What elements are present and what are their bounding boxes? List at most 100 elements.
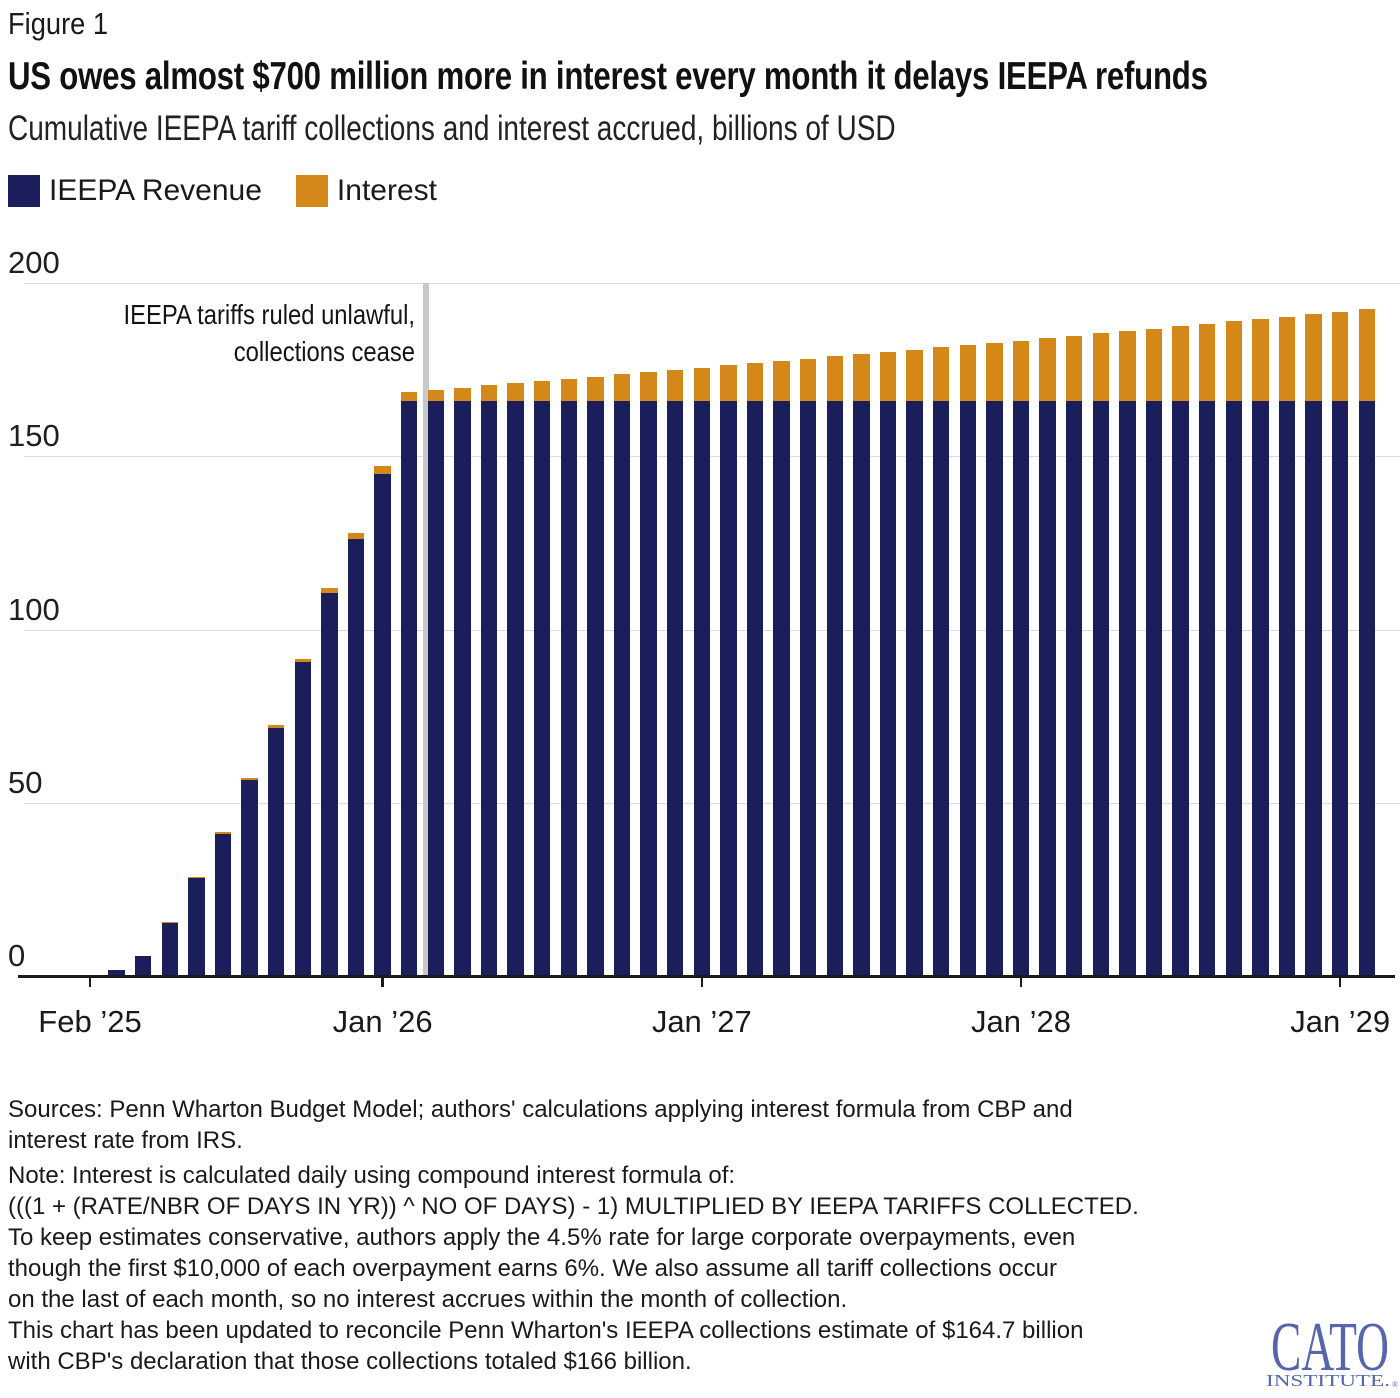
bar-segment-revenue [799,400,817,976]
x-axis-label-0: Feb ’25 [38,1004,142,1039]
bar-jul-2027 [853,354,870,976]
bar-segment-revenue [427,400,445,976]
legend-label-interest: Interest [336,174,437,207]
bar-segment-interest [1278,316,1296,401]
bar-oct-2027 [932,347,950,976]
bar-segment-revenue [1039,400,1056,976]
bar-may-2025 [161,922,179,976]
bar-oct-2025 [294,658,312,976]
bar-jan-2026 [374,466,391,976]
bar-segment-interest [1252,319,1269,401]
legend-swatch-interest-icon [295,175,328,207]
cato-logo-wordmark: CATO [1271,1316,1389,1386]
bar-segment-revenue [1119,400,1136,976]
bar-nov-2025 [321,588,338,976]
bar-segment-revenue [693,400,711,976]
bar-segment-interest [853,354,870,401]
bar-segment-interest [1145,328,1163,401]
bar-jul-2025 [214,832,232,976]
x-axis-tick-47 [1338,977,1342,987]
bar-jun-2027 [826,356,844,976]
bar-segment-interest [161,922,179,923]
bar-segment-revenue [1305,400,1322,976]
bar-dec-2025 [347,533,365,976]
figure-label: Figure 1 [8,6,122,42]
bar-aug-2026 [560,378,578,976]
bar-segment-interest [746,363,764,401]
y-axis-label-0: 0 [8,938,26,973]
footer-note: Note: Interest is calculated daily using… [8,1162,1139,1375]
bar-segment-interest [906,349,923,401]
bar-segment-interest [640,372,657,401]
bar-nov-2027 [959,345,977,976]
cato-logo-svg: CATO INSTITUTE. ® [1266,1309,1398,1390]
bar-sep-2026 [587,376,604,976]
bar-segment-interest [267,725,285,729]
x-axis-label-35: Jan ’28 [971,1004,1071,1039]
bar-segment-revenue [587,400,604,976]
x-axis-tick-0 [88,977,92,987]
bar-segment-revenue [959,400,977,976]
bar-segment-interest [799,358,817,401]
bar-segment-revenue [400,400,418,976]
bar-segment-interest [400,391,418,401]
bar-aug-2028 [1198,323,1216,976]
bar-segment-revenue [1331,400,1349,976]
bar-segment-interest [1039,338,1056,401]
bar-segment-revenue [321,593,338,976]
bar-segment-interest [959,345,977,401]
y-axis-label-200: 200 [8,245,60,280]
bar-segment-interest [507,383,524,401]
event-annotation: IEEPA tariffs ruled unlawful, collection… [62,296,415,370]
bar-segment-interest [1305,314,1322,401]
bar-segment-revenue [108,970,125,976]
bar-dec-2028 [1305,314,1322,976]
bar-apr-2026 [454,387,471,976]
x-axis-tick-23 [700,977,704,987]
bar-segment-revenue [1278,400,1296,976]
bar-segment-revenue [1145,400,1163,976]
bar-segment-interest [427,389,445,401]
registered-trademark-icon: ® [1392,1380,1398,1389]
page-title-text: US owes almost $700 million more in inte… [8,55,1208,98]
gridline-150 [24,456,1400,458]
bar-segment-interest [1225,321,1243,401]
bar-jul-2028 [1172,326,1189,976]
bar-nov-2028 [1278,316,1296,976]
legend-item-interest: Interest [295,174,437,207]
bar-segment-interest [826,356,844,401]
bar-apr-2028 [1092,333,1110,976]
gridline-100 [24,629,1400,631]
bar-apr-2027 [773,360,790,976]
bar-segment-revenue [533,400,551,976]
x-axis-tick-35 [1019,977,1023,987]
x-axis-tick-11 [381,977,384,987]
bar-aug-2025 [241,777,258,976]
bar-mar-2026 [427,389,445,976]
bar-dec-2027 [986,342,1003,976]
gridline-200 [24,283,1400,284]
bar-segment-revenue [853,400,870,976]
bar-segment-interest [613,374,631,401]
bar-segment-interest [241,777,258,781]
bar-segment-interest [1065,335,1083,401]
bar-segment-revenue [640,400,657,976]
bar-segment-revenue [294,662,312,976]
bar-aug-2027 [879,351,897,976]
bar-segment-revenue [932,400,950,976]
event-marker-line [422,283,429,976]
cato-logo-subtext: INSTITUTE. [1266,1371,1390,1390]
x-axis-label-23: Jan ’27 [651,1004,752,1039]
chart-subtitle-text: Cumulative IEEPA tariff collections and … [8,109,896,148]
bar-segment-revenue [188,877,205,976]
bar-segment-interest [347,533,365,540]
bar-segment-revenue [214,833,232,976]
chart-subtitle: Cumulative IEEPA tariff collections and … [8,109,1118,149]
bar-segment-interest [932,347,950,401]
bar-segment-interest [188,876,205,878]
bar-jun-2026 [507,383,524,976]
bar-mar-2027 [746,363,764,976]
bar-segment-interest [986,342,1003,401]
bar-segment-revenue [613,400,631,976]
